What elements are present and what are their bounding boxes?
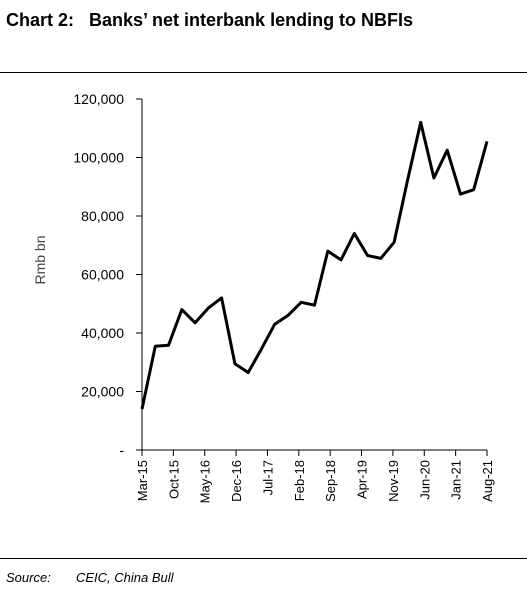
x-tick-label: Sep-18 xyxy=(323,460,338,502)
y-tick-label: 100,000 xyxy=(73,150,124,166)
x-tick-label: Jul-17 xyxy=(260,460,275,495)
x-tick-label: Nov-19 xyxy=(386,460,401,502)
x-tick-label: Mar-15 xyxy=(135,460,150,501)
y-axis-label: Rmb bn xyxy=(32,235,48,284)
x-tick-label: Jan-21 xyxy=(449,460,464,500)
x-tick-label: Apr-19 xyxy=(355,460,370,499)
y-axis: - 20,000 40,000 60,000 80,000 100,000 120,000 xyxy=(73,91,143,458)
y-tick-label: 20,000 xyxy=(81,384,124,400)
source-divider xyxy=(0,558,527,559)
y-tick-label: 60,000 xyxy=(81,267,124,283)
chart-title: Chart 2: Banks’ net interbank lending to… xyxy=(6,10,414,30)
series-line xyxy=(140,120,489,410)
x-tick-label: Aug-21 xyxy=(480,460,495,502)
x-tick-label: Feb-18 xyxy=(292,460,307,501)
source-text: CEIC, China Bull xyxy=(76,570,174,585)
x-tick-label: Jun-20 xyxy=(417,460,432,500)
line-chart: -20,00040,00060,00080,000100,000120,000 … xyxy=(32,91,495,503)
y-tick-label: - xyxy=(119,442,124,458)
y-tick-label: 120,000 xyxy=(73,91,124,107)
x-axis: Mar-15 Oct-15 May-16 Dec-16 Jul-17 Feb-18 Sep-… xyxy=(135,449,495,503)
source-label: Source: xyxy=(6,570,51,585)
y-tick-label: 40,000 xyxy=(81,325,124,341)
x-tick-label: May-16 xyxy=(198,460,213,503)
x-tick-label: Oct-15 xyxy=(166,460,181,499)
x-tick-label: Dec-16 xyxy=(229,460,244,502)
source-note: Source: CEIC, China Bull xyxy=(6,570,174,585)
y-tick-label: 80,000 xyxy=(81,208,124,224)
title-divider xyxy=(0,72,527,73)
